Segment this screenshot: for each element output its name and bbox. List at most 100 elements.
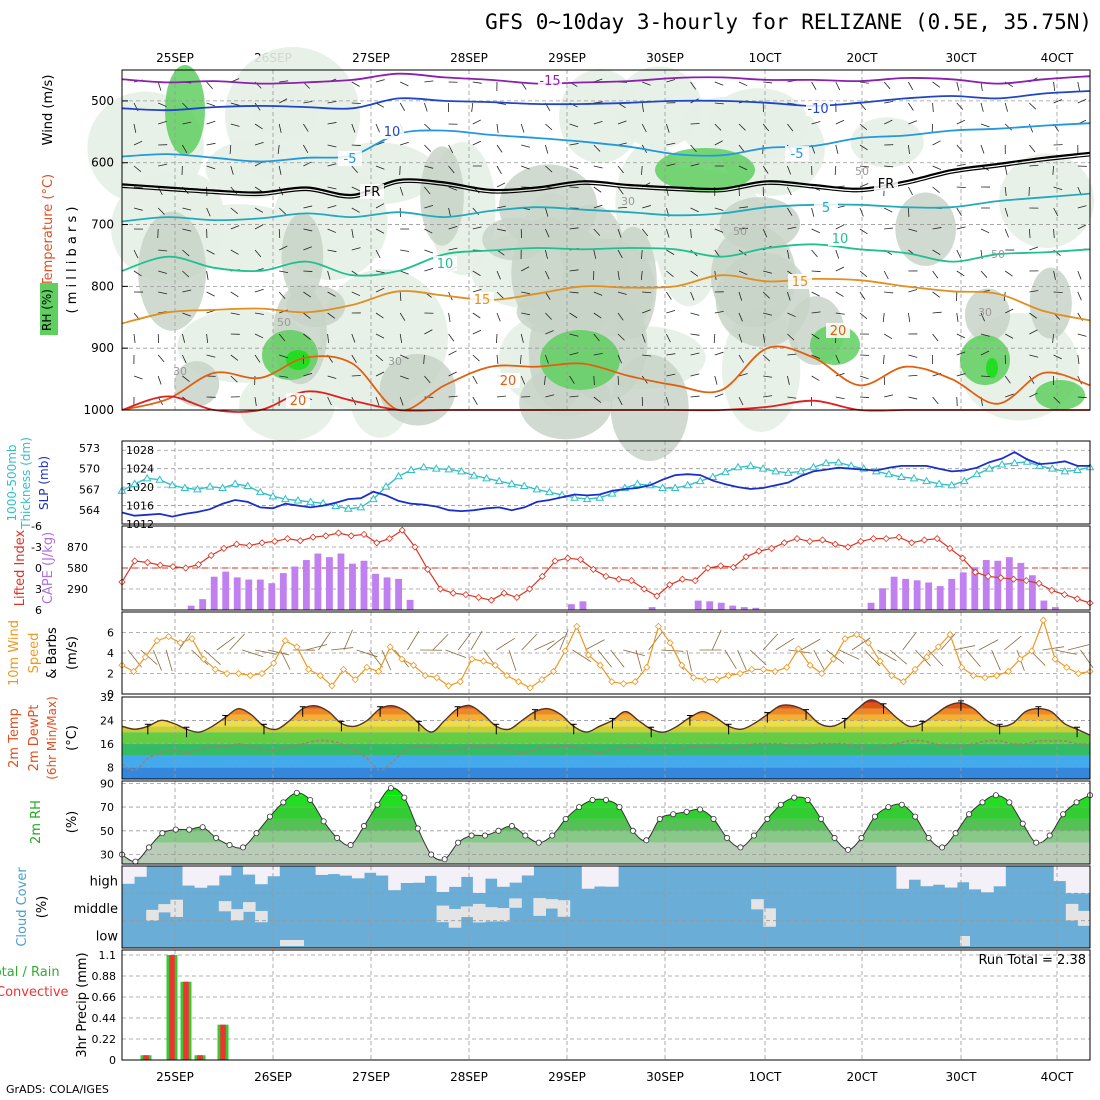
wind-barb — [496, 333, 498, 344]
wind-speed-marker — [211, 665, 219, 673]
wind-barb — [1029, 312, 1037, 319]
rh2m-marker — [656, 815, 663, 822]
isotherm-line — [121, 243, 1091, 277]
wind-barb — [738, 396, 744, 406]
wind-barb — [690, 291, 695, 301]
wind-barb — [642, 354, 652, 357]
wind-barb — [1029, 329, 1038, 335]
wind-barb — [787, 312, 796, 318]
wind-barb — [690, 228, 692, 239]
wind-label-3: & Barbs — [45, 627, 60, 679]
thickness-label-2-part: Thickness (dm) — [19, 437, 33, 530]
lifted-index-marker — [997, 574, 1005, 582]
wind-barb — [351, 207, 360, 213]
wind-barb — [254, 312, 264, 315]
top-date-label: 25SEP — [156, 51, 194, 65]
wind-barb — [448, 186, 458, 191]
cape-bar — [959, 572, 967, 610]
wind-barb — [859, 312, 868, 320]
wind-speed-marker — [1039, 616, 1047, 624]
rh2m-marker — [670, 811, 677, 818]
wind10m-barb — [851, 637, 871, 651]
wind-barb — [640, 270, 643, 280]
wind10m-barb — [623, 649, 645, 656]
rh2m-marker — [697, 806, 704, 813]
wind-speed-marker — [853, 630, 861, 639]
wind-barb — [738, 227, 748, 230]
rh2m-label-2: (%) — [65, 811, 80, 834]
wind-barb — [230, 207, 239, 215]
wind-barb — [690, 144, 697, 153]
thickness-marker — [306, 497, 315, 505]
wind-barb — [206, 270, 209, 280]
wind-barb — [908, 186, 913, 196]
wind-barb — [399, 396, 404, 406]
slp-label: SLP (mb) — [37, 456, 51, 510]
rh2m-tick-label: 70 — [100, 801, 114, 814]
bottom-date-label: 26SEP — [254, 1070, 292, 1084]
wind-barb — [569, 395, 579, 398]
wind-speed-marker — [829, 655, 837, 663]
isotherm-label-bg — [360, 184, 384, 199]
thickness-marker — [1010, 458, 1019, 467]
wind-speed-marker — [549, 667, 558, 676]
lifted-index-marker — [666, 581, 674, 589]
wind-barb — [133, 140, 143, 146]
lifted-index-marker — [1022, 577, 1030, 585]
wind-barb — [569, 312, 578, 319]
rh2m-marker — [643, 837, 650, 844]
wind-barb — [424, 249, 434, 254]
wind-barb — [448, 350, 457, 356]
thickness-marker — [343, 504, 353, 512]
thickness-marker — [431, 464, 441, 472]
wind-barb — [787, 249, 790, 259]
rh-contour-label: 50 — [991, 248, 1005, 261]
wind-barb — [472, 81, 482, 84]
wind-barb — [956, 163, 966, 167]
wind-barb — [157, 186, 163, 196]
cape-bar — [936, 586, 944, 610]
thickness-marker — [142, 473, 152, 482]
wind10m-barb — [470, 630, 483, 651]
wind-speed-marker — [386, 643, 394, 651]
wind-label-4-part: (m/s) — [65, 636, 80, 670]
wind-barb — [496, 354, 499, 364]
upper-air-mb-label: ( m i l l i b a r s ) — [65, 207, 80, 314]
cloud-mid-partial — [243, 902, 256, 912]
cloud-mid-partial — [763, 908, 776, 927]
wind-barb — [472, 270, 481, 276]
precip-tick-label: 0.44 — [92, 1012, 117, 1025]
wind-barb — [278, 186, 284, 196]
lifted-index-marker — [564, 554, 572, 562]
wind10m-barb — [242, 649, 264, 658]
wind-barb — [811, 375, 820, 381]
rh2m-marker — [710, 815, 717, 822]
wind-barb — [158, 102, 167, 107]
wind-barb — [787, 333, 795, 341]
wind-barb — [472, 396, 478, 405]
wind-barb — [351, 144, 361, 146]
cloud-mid-partial — [146, 909, 159, 921]
wind-barb — [714, 140, 723, 146]
wind-barb — [593, 165, 603, 169]
wind-barb — [182, 333, 186, 343]
wind-barb — [182, 249, 190, 257]
wind-barb — [448, 312, 451, 322]
lifted-index-marker — [678, 575, 686, 583]
wind-barb — [666, 333, 671, 343]
wind10m-barb — [368, 649, 384, 668]
wind-barb — [884, 227, 894, 230]
wind-barb — [351, 354, 357, 363]
wind-tick-label: 6 — [107, 627, 114, 640]
wind-barb — [1053, 186, 1063, 191]
thickness-label-1-part: 1000-500mb — [5, 444, 19, 521]
rh2m-marker — [764, 815, 771, 822]
wind-barb — [133, 375, 143, 380]
lifted-index-marker — [271, 537, 279, 545]
rh-legend-swatch — [40, 283, 58, 335]
wind-label-3-part: & Barbs — [45, 627, 60, 679]
wind-barb — [883, 270, 889, 280]
wind-barb — [278, 333, 286, 342]
rh-shade-dark — [138, 211, 207, 331]
wind10m-barb — [800, 638, 821, 651]
